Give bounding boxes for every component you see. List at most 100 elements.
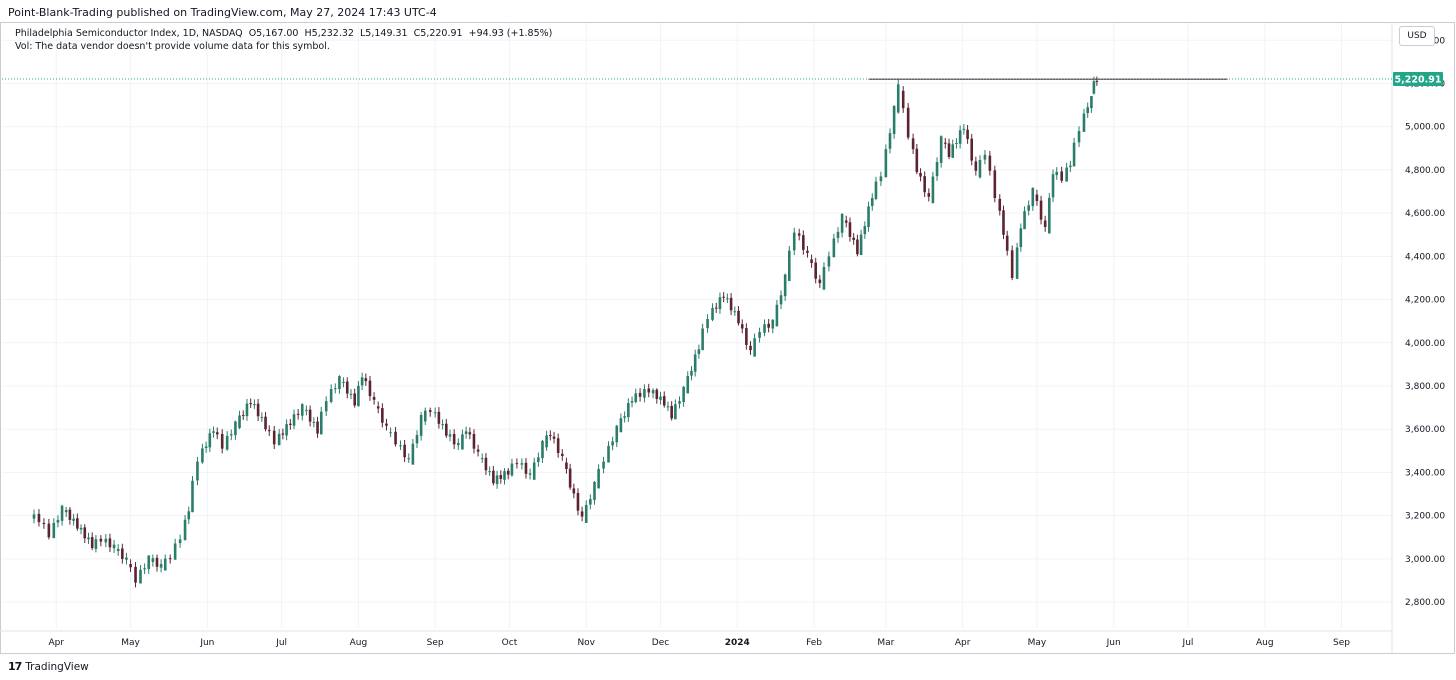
candle-body-up bbox=[840, 214, 844, 233]
x-tick-label: Jul bbox=[275, 638, 287, 648]
candle-body-down bbox=[568, 468, 572, 488]
x-tick-label: Mar bbox=[877, 638, 894, 648]
candle-body-up bbox=[787, 250, 791, 281]
candle-group bbox=[822, 251, 831, 290]
candle-body-up bbox=[935, 162, 939, 177]
candle-body-up bbox=[208, 433, 212, 448]
footer-brand[interactable]: 17 TradingView bbox=[8, 660, 89, 673]
candle-body-down bbox=[767, 323, 770, 328]
y-tick-label: 2,800.00 bbox=[1405, 598, 1445, 608]
candle-body-up bbox=[1027, 205, 1030, 211]
price-axis[interactable]: 2,800.00 3,000.00 3,200.00 3,400.00 3,600.00… bbox=[1391, 22, 1445, 653]
candle-body-up bbox=[305, 410, 308, 412]
candle-group bbox=[480, 452, 495, 486]
candle-group bbox=[433, 407, 448, 438]
candle-body-up bbox=[173, 543, 177, 560]
candle-group bbox=[1092, 76, 1099, 95]
time-axis[interactable]: Apr May Jun Jul Aug Sep Oct Nov Dec 2024 Feb Mar Apr… bbox=[0, 630, 1392, 648]
candle-body-down bbox=[381, 408, 384, 423]
candle-group bbox=[329, 375, 341, 404]
x-tick-label: Sep bbox=[1333, 638, 1350, 648]
candle-body-up bbox=[125, 557, 128, 560]
candle-body-up bbox=[1031, 188, 1035, 207]
candle-group bbox=[253, 398, 267, 432]
candle-body-up bbox=[342, 382, 345, 384]
candle-body-down bbox=[1095, 80, 1099, 82]
candle-group bbox=[116, 543, 128, 565]
candle-group bbox=[292, 403, 304, 430]
candle-body-up bbox=[602, 461, 605, 469]
candle-body-down bbox=[345, 381, 349, 394]
candle-group bbox=[919, 168, 931, 202]
candle-group bbox=[342, 377, 356, 408]
candle-group bbox=[944, 137, 951, 160]
candle-group bbox=[711, 292, 725, 322]
candle-group bbox=[951, 124, 966, 158]
candle-group bbox=[1035, 189, 1047, 232]
candle-body-up bbox=[116, 548, 120, 552]
candle-group bbox=[810, 254, 822, 288]
candle-body-down bbox=[655, 389, 659, 399]
candle-body-up bbox=[178, 539, 182, 544]
candle-body-down bbox=[76, 518, 79, 529]
candle-body-up bbox=[312, 421, 316, 423]
candle-body-up bbox=[87, 537, 90, 540]
candle-body-up bbox=[520, 463, 524, 465]
candle-body-up bbox=[674, 404, 677, 420]
candle-body-up bbox=[260, 417, 264, 419]
candle-group bbox=[911, 133, 919, 175]
candle-group bbox=[619, 396, 634, 433]
y-tick-label: 4,400.00 bbox=[1405, 252, 1445, 262]
candle-body-down bbox=[810, 259, 813, 263]
candle-group bbox=[666, 401, 673, 421]
candle-body-up bbox=[1015, 247, 1019, 279]
candle-group bbox=[411, 411, 423, 465]
candle-body-up bbox=[225, 435, 229, 450]
candle-body-up bbox=[693, 354, 697, 372]
candle-body-up bbox=[951, 144, 955, 158]
candle-body-down bbox=[552, 436, 556, 439]
candle-body-up bbox=[292, 414, 296, 426]
x-tick-label: Aug bbox=[1256, 638, 1274, 648]
candle-body-up bbox=[104, 538, 108, 543]
x-tick-label: Nov bbox=[577, 638, 595, 648]
candle-group bbox=[364, 373, 376, 405]
candle-body-up bbox=[357, 385, 360, 407]
candle-group bbox=[651, 388, 666, 408]
currency-button[interactable]: USD bbox=[1399, 26, 1435, 46]
candle-group bbox=[552, 431, 564, 461]
candle-body-up bbox=[407, 458, 411, 460]
candle-body-up bbox=[139, 569, 142, 584]
candle-body-up bbox=[399, 445, 402, 447]
candle-body-down bbox=[923, 176, 926, 193]
candle-body-up bbox=[143, 568, 146, 570]
candle-body-down bbox=[970, 138, 974, 161]
candle-body-up bbox=[783, 274, 787, 297]
candle-body-down bbox=[638, 392, 642, 397]
candle-body-up bbox=[758, 331, 761, 338]
candle-group bbox=[357, 372, 364, 407]
candle-body-down bbox=[121, 548, 124, 559]
candle-body-up bbox=[212, 431, 215, 433]
candle-body-up bbox=[619, 418, 623, 433]
candle-group bbox=[1023, 187, 1035, 230]
candle-body-up bbox=[874, 181, 878, 199]
candle-group bbox=[267, 425, 276, 450]
candle-body-up bbox=[338, 376, 341, 390]
candle-body-down bbox=[364, 378, 368, 382]
candle-body-down bbox=[1002, 210, 1005, 235]
candle-body-up bbox=[611, 441, 614, 446]
candle-body-up bbox=[792, 232, 796, 251]
candle-group bbox=[52, 504, 64, 539]
candle-body-up bbox=[711, 307, 714, 320]
y-tick-label: 3,600.00 bbox=[1405, 425, 1445, 435]
candle-body-down bbox=[988, 155, 992, 171]
candle-group bbox=[191, 456, 199, 513]
candle-group bbox=[572, 483, 584, 522]
legend-volume-note: Vol: The data vendor doesn't provide vol… bbox=[15, 41, 330, 52]
y-tick-label: 3,400.00 bbox=[1405, 468, 1445, 478]
candle-body-up bbox=[441, 424, 444, 426]
candle-group bbox=[901, 86, 910, 140]
candle-group bbox=[763, 319, 775, 337]
